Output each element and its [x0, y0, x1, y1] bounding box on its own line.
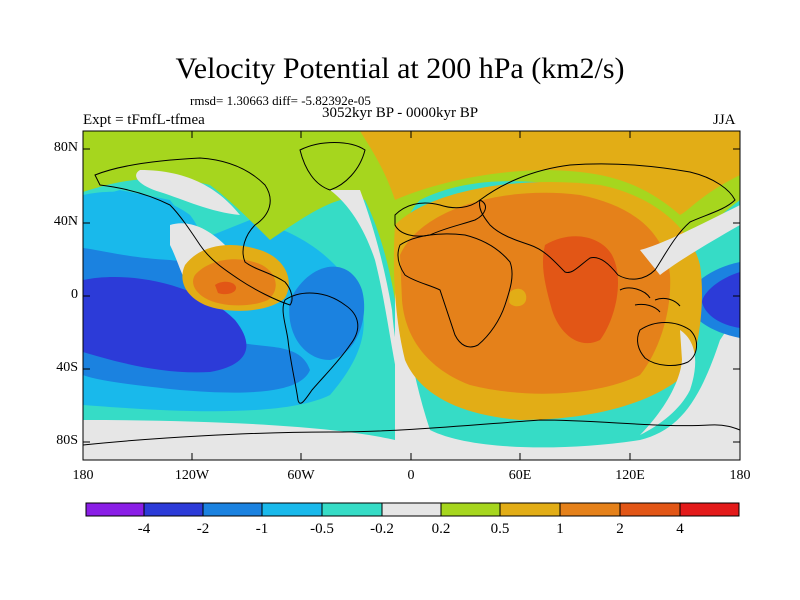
field-orange-central	[400, 192, 671, 394]
colorbar-box-2	[143, 502, 204, 517]
colorbar-box-3	[202, 502, 263, 517]
field-deep-blue-east	[702, 272, 740, 328]
lon-tick-label: 60W	[287, 468, 315, 483]
colorbar-box-6	[381, 502, 442, 517]
colorbar-box-10	[619, 502, 681, 517]
colorbar-label: -0.5	[310, 521, 334, 537]
lon-tick-label: 120W	[174, 468, 210, 483]
field-red-indian	[542, 236, 619, 344]
colorbar-label: 0.5	[490, 521, 510, 537]
field-north-america-white	[136, 170, 240, 215]
lon-tick-label: 0	[407, 468, 415, 483]
experiment-label: Expt = tFmfL-tfmea	[83, 112, 205, 128]
field-southeast-white	[640, 330, 696, 435]
lat-tick-label: 80N	[53, 140, 78, 155]
field-gold-arctic	[360, 131, 740, 215]
colorbar-box-11	[679, 502, 740, 517]
colorbar-label: -0.2	[370, 521, 394, 537]
lat-tick-label: 0	[71, 287, 78, 302]
colorbar-box-9	[559, 502, 621, 517]
lon-tick-label: 120E	[615, 468, 645, 483]
colorbar-label: 2	[616, 521, 624, 537]
lat-tick-label: 40S	[56, 360, 78, 375]
map-field	[83, 131, 740, 460]
field-west-pacific-white	[640, 205, 740, 275]
colorbar-label: -1	[255, 521, 269, 537]
stats-label: rmsd= 1.30663 diff= -5.82392e-05	[190, 93, 371, 108]
colorbar-label: 4	[676, 521, 684, 537]
coast-africa	[397, 233, 513, 348]
colorbar-box-4	[261, 502, 323, 517]
coast-asia	[479, 163, 736, 280]
coast-australia	[637, 322, 697, 366]
coastlines	[83, 142, 740, 446]
colorbar-label: 0.2	[431, 521, 451, 537]
colorbar	[85, 502, 740, 517]
season-label: JJA	[713, 112, 736, 128]
map-title: Velocity Potential at 200 hPa (km2/s)	[175, 52, 625, 85]
colorbar-box-5	[321, 502, 383, 517]
lon-tick-label: 180	[729, 468, 751, 483]
field-medium-blue-south-america	[289, 266, 365, 360]
coast-antarctica	[83, 419, 740, 446]
lon-tick-label: 60E	[508, 468, 532, 483]
field-gold-africa-spot	[509, 288, 527, 307]
field-red-central-america	[215, 281, 237, 295]
coast-north-america	[94, 157, 293, 306]
colorbar-box-1	[85, 502, 145, 517]
lon-tick-label: 180	[72, 468, 94, 483]
colorbar-box-8	[499, 502, 561, 517]
colorbar-label: 1	[556, 521, 564, 537]
colorbar-label: -2	[196, 521, 210, 537]
colorbar-box-7	[440, 502, 501, 517]
lat-tick-label: 80S	[56, 433, 78, 448]
field-orange-central-america	[193, 259, 276, 306]
colorbar-label: -4	[137, 521, 151, 537]
coast-south-america	[282, 292, 359, 404]
lat-tick-label: 40N	[53, 214, 78, 229]
coast-indonesia	[619, 287, 681, 313]
period-label: 3052kyr BP - 0000kyr BP	[322, 105, 479, 121]
field-green-north	[83, 131, 740, 300]
axis-ticks	[83, 131, 740, 460]
coast-greenland	[299, 142, 366, 191]
